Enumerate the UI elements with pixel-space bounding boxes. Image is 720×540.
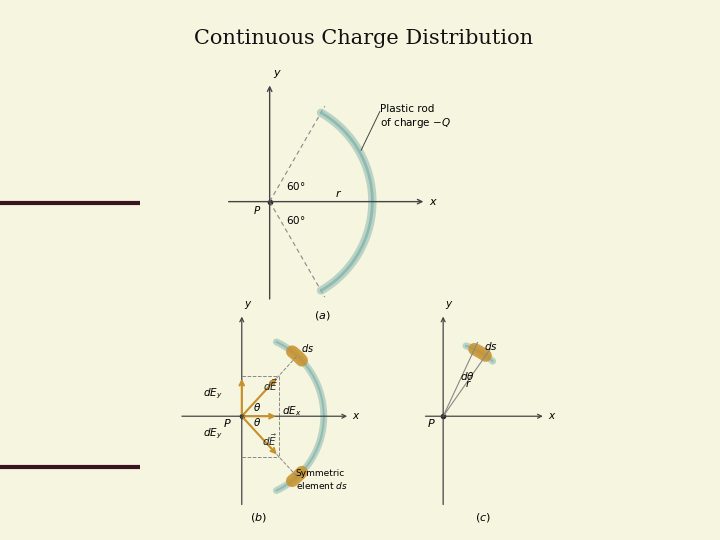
Text: Plastic rod
of charge $-Q$: Plastic rod of charge $-Q$ bbox=[380, 104, 451, 130]
Text: $dE_y$: $dE_y$ bbox=[203, 427, 222, 441]
Text: $P$: $P$ bbox=[223, 417, 232, 429]
Text: $P$: $P$ bbox=[426, 417, 435, 429]
Text: $dE_x$: $dE_x$ bbox=[282, 404, 302, 418]
Text: $60°$: $60°$ bbox=[286, 180, 305, 192]
Text: $dE_y$: $dE_y$ bbox=[203, 387, 222, 401]
Text: $y$: $y$ bbox=[446, 300, 454, 312]
Text: $x$: $x$ bbox=[548, 411, 557, 421]
Text: $r$: $r$ bbox=[464, 379, 472, 389]
Text: $\theta$: $\theta$ bbox=[253, 416, 261, 428]
Text: $d\vec{E}$: $d\vec{E}$ bbox=[264, 377, 279, 393]
Text: $(c)$: $(c)$ bbox=[475, 511, 491, 524]
Text: $y$: $y$ bbox=[244, 300, 253, 312]
Text: $d\theta$: $d\theta$ bbox=[460, 370, 475, 382]
Text: Symmetric
element $ds$: Symmetric element $ds$ bbox=[296, 469, 348, 491]
Text: $\theta$: $\theta$ bbox=[253, 401, 261, 413]
Text: $x$: $x$ bbox=[428, 197, 438, 207]
Text: $y$: $y$ bbox=[274, 68, 282, 80]
Text: $ds$: $ds$ bbox=[300, 342, 314, 354]
Text: $x$: $x$ bbox=[352, 411, 361, 421]
Text: $d\vec{E}$: $d\vec{E}$ bbox=[262, 433, 277, 448]
Text: $r$: $r$ bbox=[335, 187, 342, 199]
Text: Continuous Charge Distribution: Continuous Charge Distribution bbox=[194, 29, 534, 48]
Text: $(b)$: $(b)$ bbox=[251, 511, 267, 524]
Text: $ds$: $ds$ bbox=[484, 340, 498, 352]
Text: $(a)$: $(a)$ bbox=[314, 308, 330, 322]
Text: $60°$: $60°$ bbox=[286, 214, 305, 226]
Text: $P$: $P$ bbox=[253, 204, 261, 216]
